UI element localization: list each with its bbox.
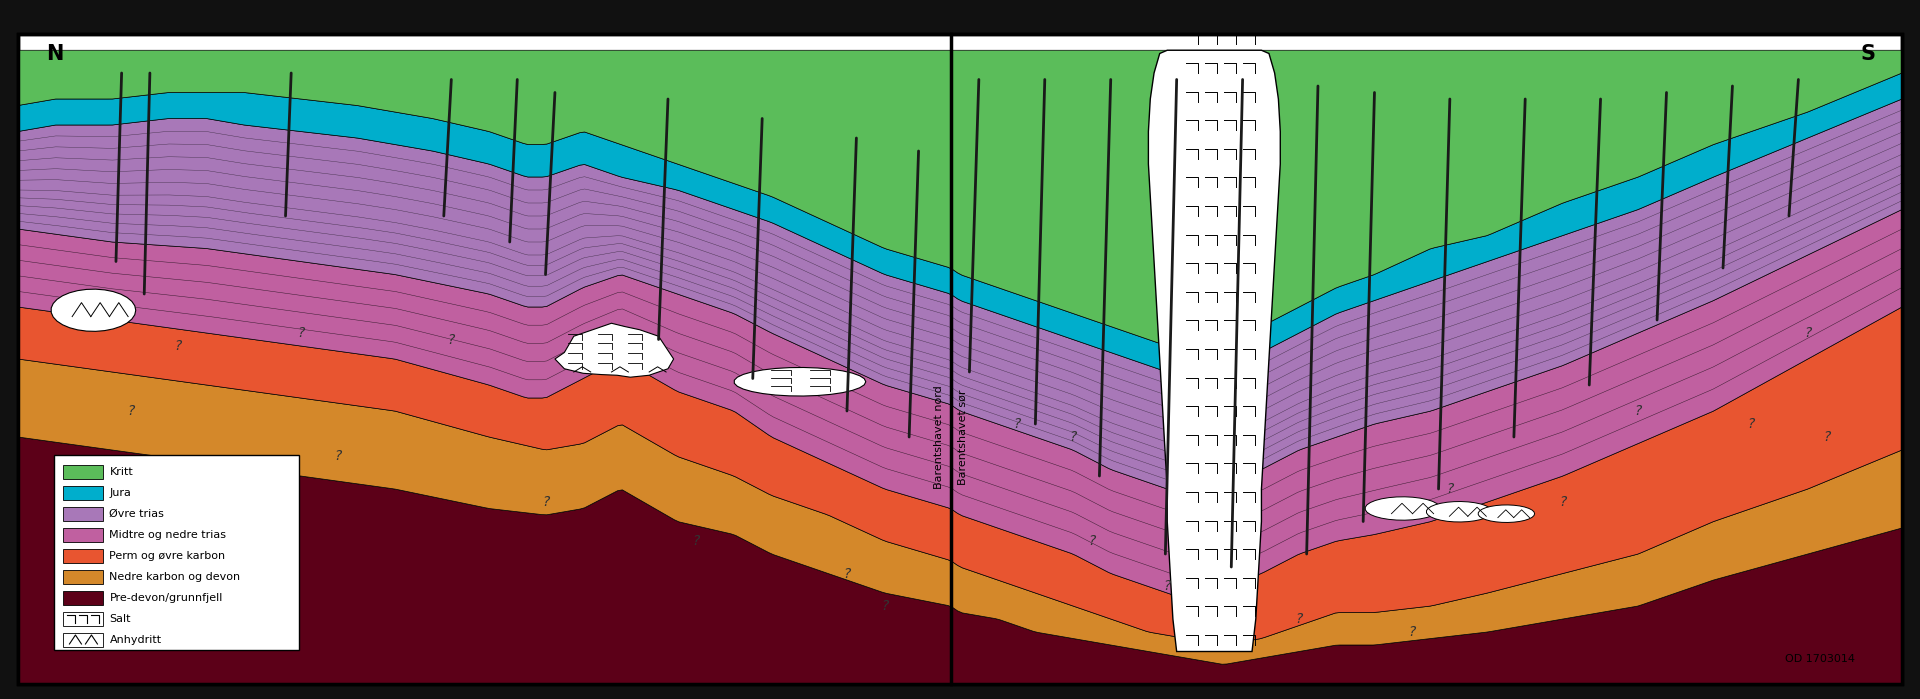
Text: Pre-devon/grunnfjell: Pre-devon/grunnfjell <box>109 593 223 603</box>
Text: ?: ? <box>1164 579 1171 593</box>
Text: ?: ? <box>1296 612 1304 626</box>
Text: Salt: Salt <box>109 614 131 624</box>
Text: ?: ? <box>1559 495 1567 509</box>
Polygon shape <box>17 359 1903 664</box>
Polygon shape <box>1148 50 1281 651</box>
Text: ?: ? <box>1446 482 1453 496</box>
Text: Nedre karbon og devon: Nedre karbon og devon <box>109 572 240 582</box>
Polygon shape <box>17 437 1903 684</box>
Text: Anhydritt: Anhydritt <box>109 635 161 645</box>
Text: ?: ? <box>881 599 889 613</box>
Text: Barentshavet nord: Barentshavet nord <box>933 385 943 489</box>
Text: Kritt: Kritt <box>109 467 132 477</box>
Text: Perm og øvre karbon: Perm og øvre karbon <box>109 551 225 561</box>
Polygon shape <box>555 323 674 377</box>
Polygon shape <box>17 50 1903 352</box>
Polygon shape <box>52 289 136 331</box>
Text: ?: ? <box>1747 417 1755 431</box>
Bar <box>63 591 104 605</box>
Text: Øvre trias: Øvre trias <box>109 509 165 519</box>
Text: ?: ? <box>843 566 851 580</box>
Text: N: N <box>46 44 63 64</box>
Text: ?: ? <box>127 404 134 418</box>
Polygon shape <box>733 368 866 396</box>
Text: ?: ? <box>1409 625 1415 639</box>
Bar <box>63 507 104 521</box>
Text: ?: ? <box>1822 430 1830 444</box>
Text: ?: ? <box>334 449 342 463</box>
Text: ?: ? <box>693 534 701 548</box>
Text: ?: ? <box>1014 417 1020 431</box>
Text: Jura: Jura <box>109 488 131 498</box>
Bar <box>63 549 104 563</box>
Text: S: S <box>1860 44 1876 64</box>
Bar <box>63 612 104 626</box>
Bar <box>63 486 104 500</box>
Bar <box>54 455 300 650</box>
Text: Midtre og nedre trias: Midtre og nedre trias <box>109 530 227 540</box>
Polygon shape <box>17 99 1903 495</box>
Polygon shape <box>1427 501 1492 522</box>
Text: ?: ? <box>1089 534 1096 548</box>
Polygon shape <box>1365 497 1440 520</box>
Text: ?: ? <box>1634 404 1642 418</box>
Text: ?: ? <box>541 495 549 509</box>
Text: ?: ? <box>447 333 455 347</box>
Bar <box>63 528 104 542</box>
Polygon shape <box>17 307 1903 644</box>
Text: ?: ? <box>1069 430 1077 444</box>
Polygon shape <box>17 210 1903 599</box>
Bar <box>63 465 104 479</box>
Text: OD 1703014: OD 1703014 <box>1786 654 1855 665</box>
Text: ?: ? <box>298 326 303 340</box>
Bar <box>63 633 104 647</box>
Text: ?: ? <box>1805 326 1811 340</box>
Text: Barentshavet sør: Barentshavet sør <box>958 389 968 484</box>
Polygon shape <box>1478 505 1534 522</box>
Polygon shape <box>17 73 1903 378</box>
Text: ?: ? <box>175 339 182 353</box>
Bar <box>63 570 104 584</box>
